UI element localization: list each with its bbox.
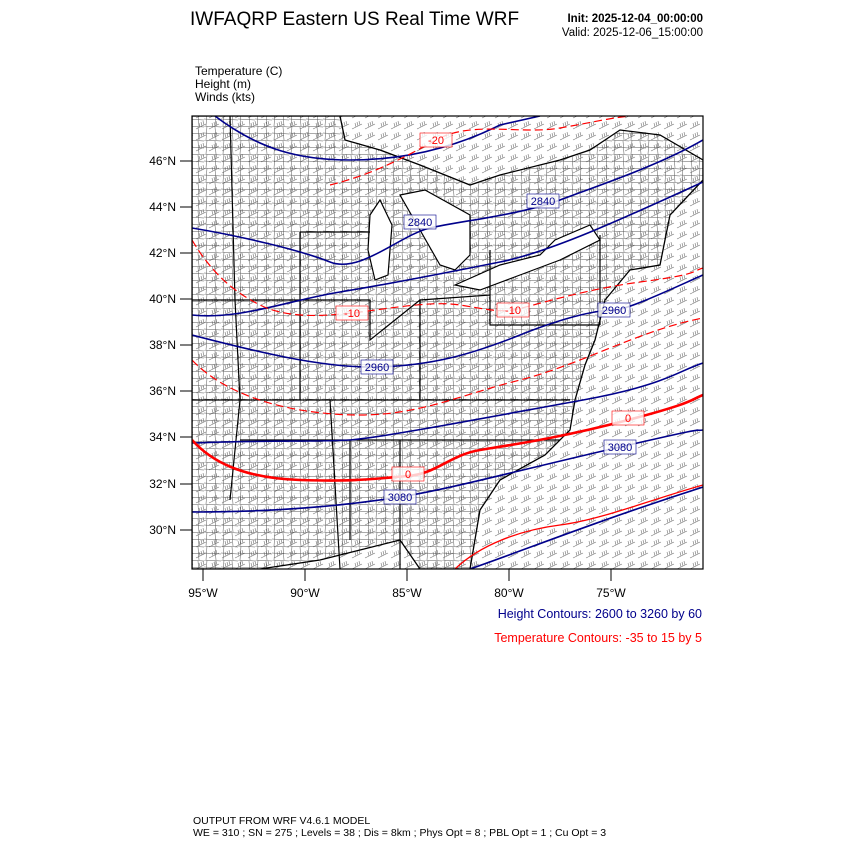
temperature-contour-label-text: -10 bbox=[505, 305, 521, 317]
height-contour bbox=[192, 181, 703, 317]
lat-label: 38°N bbox=[149, 338, 176, 352]
height-contour bbox=[214, 116, 541, 161]
lat-label: 40°N bbox=[149, 292, 176, 306]
height-contour-label-text: 3080 bbox=[608, 442, 632, 454]
valid-time: Valid: 2025-12-06_15:00:00 bbox=[561, 27, 703, 39]
height-contour-label: 2960 bbox=[597, 302, 631, 318]
init-time: Init: 2025-12-04_00:00:00 bbox=[567, 13, 703, 25]
lat-label: 32°N bbox=[149, 477, 176, 491]
lat-label: 42°N bbox=[149, 246, 176, 260]
variable-temperature: Temperature (C) bbox=[195, 64, 283, 78]
temperature-contour-label-text: 0 bbox=[405, 469, 411, 481]
temperature-contour-label: -10 bbox=[335, 305, 369, 321]
lon-label: 85°W bbox=[392, 586, 422, 600]
height-contours bbox=[192, 116, 703, 569]
temperature-contour-label: -20 bbox=[419, 132, 453, 148]
lat-label: 30°N bbox=[149, 523, 176, 537]
height-contour bbox=[192, 362, 703, 444]
lon-label: 90°W bbox=[290, 586, 320, 600]
temperature-contour bbox=[192, 317, 703, 416]
height-contour-label: 2840 bbox=[403, 214, 437, 230]
variable-winds: Winds (kts) bbox=[195, 90, 255, 104]
temperature-contour-legend: Temperature Contours: -35 to 15 by 5 bbox=[494, 631, 702, 645]
temperature-contour-label: 0 bbox=[391, 466, 425, 482]
lon-label: 95°W bbox=[188, 586, 218, 600]
lat-label: 46°N bbox=[149, 154, 176, 168]
temperature-contour-label-text: -10 bbox=[344, 308, 360, 320]
lat-label: 36°N bbox=[149, 384, 176, 398]
temperature-contour-label-text: -20 bbox=[428, 135, 444, 147]
lon-label: 75°W bbox=[596, 586, 626, 600]
temperature-contour bbox=[329, 116, 631, 186]
variable-height: Height (m) bbox=[195, 77, 252, 91]
lat-label: 44°N bbox=[149, 200, 176, 214]
height-contour bbox=[192, 429, 703, 513]
temperature-contour-label: -10 bbox=[496, 302, 530, 318]
height-contour-legend: Height Contours: 2600 to 3260 by 60 bbox=[497, 607, 702, 621]
height-contour-label: 3080 bbox=[383, 489, 417, 505]
height-contour-label-text: 2960 bbox=[365, 362, 389, 374]
height-contour-label-text: 2960 bbox=[602, 305, 626, 317]
height-contour-label: 2960 bbox=[360, 359, 394, 375]
lat-label: 34°N bbox=[149, 430, 176, 444]
footer-config: WE = 310 ; SN = 275 ; Levels = 38 ; Dis … bbox=[193, 827, 607, 839]
height-contour-label: 2840 bbox=[526, 193, 560, 209]
height-contour bbox=[469, 486, 703, 569]
temperature-contour bbox=[192, 239, 703, 316]
temperature-contour-label: 0 bbox=[611, 410, 645, 426]
plot-frame bbox=[191, 115, 704, 570]
height-contour-label-text: 2840 bbox=[531, 196, 555, 208]
height-contour-label-text: 3080 bbox=[388, 492, 412, 504]
height-contour-label: 3080 bbox=[603, 439, 637, 455]
temperature-contour-label-text: 0 bbox=[625, 413, 631, 425]
chart-title: IWFAQRP Eastern US Real Time WRF bbox=[190, 9, 520, 30]
height-contour-label-text: 2840 bbox=[408, 217, 432, 229]
temperature-contour bbox=[454, 484, 703, 569]
lon-label: 80°W bbox=[494, 586, 524, 600]
footer-model: OUTPUT FROM WRF V4.6.1 MODEL bbox=[193, 815, 371, 827]
